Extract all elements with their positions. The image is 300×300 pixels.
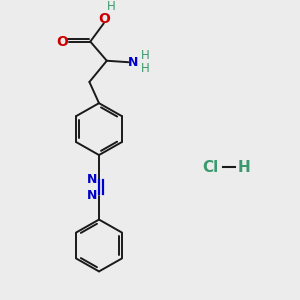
Text: H: H xyxy=(107,0,116,13)
Text: H: H xyxy=(140,62,149,75)
Text: Cl: Cl xyxy=(202,160,218,175)
Text: H: H xyxy=(237,160,250,175)
Text: O: O xyxy=(98,12,110,26)
Text: H: H xyxy=(140,49,149,62)
Text: N: N xyxy=(128,56,139,69)
Text: O: O xyxy=(56,34,68,49)
Text: N: N xyxy=(87,189,98,202)
Text: N: N xyxy=(87,172,98,185)
